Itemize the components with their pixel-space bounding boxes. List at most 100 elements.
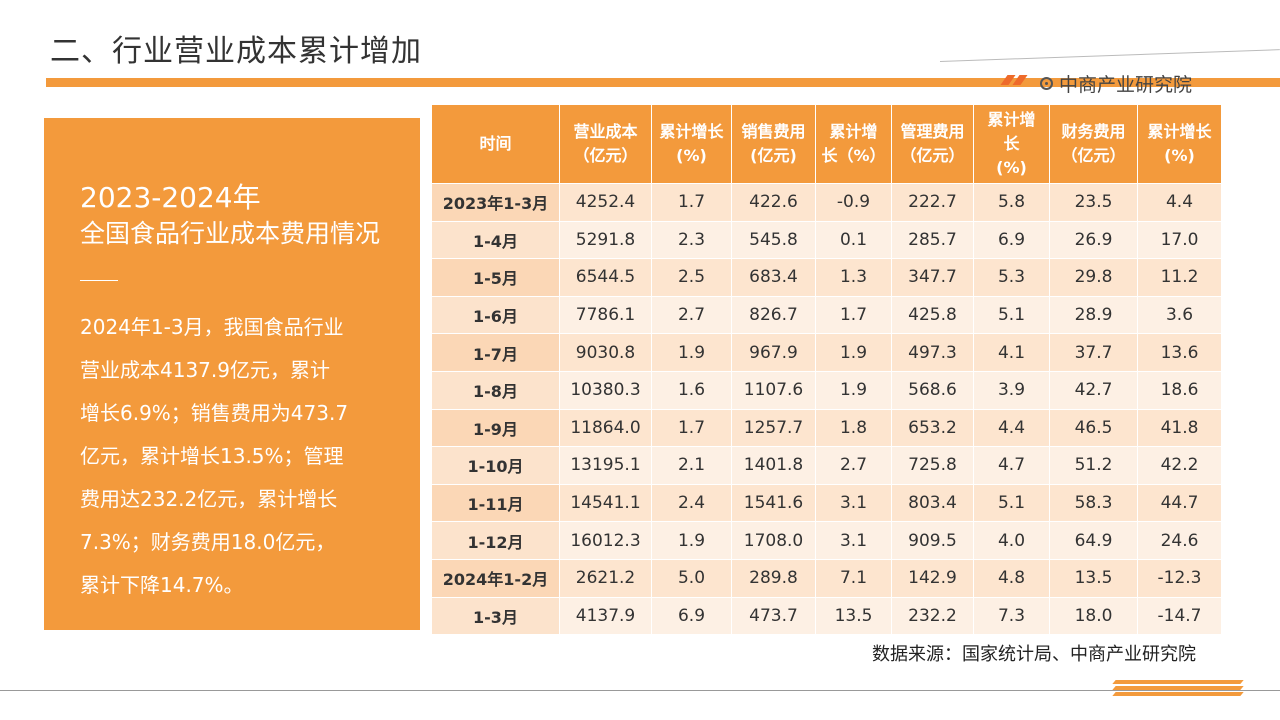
table-cell: -12.3 [1137, 558, 1222, 598]
column-header-line: 累计增 [987, 110, 1036, 129]
header-rule [46, 78, 1280, 87]
table-cell: 7.1 [815, 558, 892, 598]
table-cell: 285.7 [891, 220, 974, 260]
table-cell: -0.9 [815, 183, 892, 222]
table-cell: 497.3 [891, 333, 974, 372]
table-cell: 803.4 [891, 483, 974, 523]
brand-logo-icon [1040, 77, 1053, 90]
column-header-line: (%) [676, 146, 707, 165]
table-cell: 58.3 [1049, 483, 1138, 523]
data-source: 数据来源：国家统计局、中商产业研究院 [872, 644, 1196, 665]
table-cell: 17.0 [1137, 220, 1222, 260]
header-stripes [1000, 75, 1030, 85]
table-cell: 46.5 [1049, 408, 1138, 448]
table-cell: 9030.8 [559, 333, 652, 372]
table-cell: 425.8 [891, 295, 974, 335]
table-cell: 1.7 [815, 295, 892, 335]
panel-body-line: 7.3%；财务费用18.0亿元， [80, 530, 336, 554]
summary-panel: 2023-2024年 全国食品行业成本费用情况 2024年1-3月，我国食品行业… [44, 118, 420, 630]
table-row: 2023年1-3月 4252.4 1.7 422.6 -0.9 222.7 5.8 23.5 4… [431, 183, 1222, 222]
table-cell: 1.9 [651, 333, 732, 372]
row-period: 2024年1-2月 [431, 558, 560, 598]
table-cell: 23.5 [1049, 183, 1138, 222]
table-cell: 3.9 [973, 370, 1050, 410]
table-cell: 2.5 [651, 258, 732, 297]
row-period: 2023年1-3月 [431, 183, 560, 222]
table-cell: 6544.5 [559, 258, 652, 297]
table-cell: 4.4 [973, 408, 1050, 448]
table-cell: 2621.2 [559, 558, 652, 598]
table-body: 2023年1-3月 4252.4 1.7 422.6 -0.9 222.7 5.8 23.5 4… [431, 183, 1222, 636]
table-cell: 1.9 [815, 370, 892, 410]
table-row: 1-8月 10380.3 1.6 1107.6 1.9 568.6 3.9 42.7 18.6 [431, 370, 1222, 410]
table-cell: 2.1 [651, 446, 732, 485]
table-cell: 5.1 [973, 483, 1050, 523]
brand-name: 中商产业研究院 [1059, 74, 1193, 96]
column-header-line: 累计增长 [1147, 122, 1212, 141]
table-cell: 14541.1 [559, 483, 652, 523]
table-row: 1-12月 16012.3 1.9 1708.0 3.1 909.5 4.0 64.9 24.6 [431, 521, 1222, 560]
table-cell: -14.7 [1137, 596, 1222, 636]
table-cell: 4.1 [973, 333, 1050, 372]
table-cell: 1.8 [815, 408, 892, 448]
column-header-line: 管理费用 [900, 122, 965, 141]
table-cell: 42.7 [1049, 370, 1138, 410]
table-cell: 826.7 [731, 295, 816, 335]
row-period: 1-9月 [431, 408, 560, 448]
panel-body-line: 费用达232.2亿元，累计增长 [80, 487, 338, 511]
table-cell: 232.2 [891, 596, 974, 636]
table-cell: 2.3 [651, 220, 732, 260]
table-cell: 0.1 [815, 220, 892, 260]
table-cell: 422.6 [731, 183, 816, 222]
cost-table: 时间 营业成本 （亿元） 累计增长 (%) 销售费用 (亿元) 累计增 长（%） 管理费用 （亿元）… [431, 104, 1222, 636]
table-cell: 4252.4 [559, 183, 652, 222]
row-period: 1-8月 [431, 370, 560, 410]
row-period: 1-11月 [431, 483, 560, 523]
table-cell: 545.8 [731, 220, 816, 260]
table-cell: 4.0 [973, 521, 1050, 560]
table-cell: 26.9 [1049, 220, 1138, 260]
table-cell: 4.7 [973, 446, 1050, 485]
table-cell: 568.6 [891, 370, 974, 410]
table-cell: 18.0 [1049, 596, 1138, 636]
table-cell: 1401.8 [731, 446, 816, 485]
column-header-line: (%) [996, 158, 1027, 177]
cost-table-wrapper: 时间 营业成本 （亿元） 累计增长 (%) 销售费用 (亿元) 累计增 长（%） 管理费用 （亿元）… [431, 104, 1222, 636]
table-cell: 10380.3 [559, 370, 652, 410]
column-header: 财务费用 （亿元） [1049, 104, 1138, 184]
table-cell: 6.9 [973, 220, 1050, 260]
column-header-line: （亿元） [900, 146, 965, 165]
table-cell: 3.6 [1137, 295, 1222, 335]
table-cell: 28.9 [1049, 295, 1138, 335]
column-header-line: (亿元) [750, 146, 797, 165]
table-cell: 3.1 [815, 521, 892, 560]
panel-divider [80, 280, 118, 281]
column-header-line: （亿元） [1061, 146, 1126, 165]
panel-body-line: 累计下降14.7%。 [80, 573, 244, 597]
table-cell: 2.4 [651, 483, 732, 523]
table-cell: 13195.1 [559, 446, 652, 485]
column-header-line: 累计增 [829, 122, 878, 141]
table-row: 1-4月 5291.8 2.3 545.8 0.1 285.7 6.9 26.9 17.0 [431, 220, 1222, 260]
table-cell: 1708.0 [731, 521, 816, 560]
column-header-line: （亿元） [573, 146, 638, 165]
table-cell: 42.2 [1137, 446, 1222, 485]
panel-year: 2023-2024年 [80, 181, 261, 214]
column-header: 累计增长 (%) [973, 104, 1050, 184]
table-cell: 1.7 [651, 408, 732, 448]
table-cell: 289.8 [731, 558, 816, 598]
table-cell: 222.7 [891, 183, 974, 222]
footer-stripes [1112, 680, 1244, 698]
row-period: 1-12月 [431, 521, 560, 560]
table-cell: 24.6 [1137, 521, 1222, 560]
table-row: 1-5月 6544.5 2.5 683.4 1.3 347.7 5.3 29.8 11.2 [431, 258, 1222, 297]
table-row: 1-7月 9030.8 1.9 967.9 1.9 497.3 4.1 37.7 13.6 [431, 333, 1222, 372]
table-cell: 13.5 [1049, 558, 1138, 598]
table-cell: 18.6 [1137, 370, 1222, 410]
table-cell: 5.8 [973, 183, 1050, 222]
table-row: 1-9月 11864.0 1.7 1257.7 1.8 653.2 4.4 46.5 41.8 [431, 408, 1222, 448]
table-cell: 683.4 [731, 258, 816, 297]
table-cell: 967.9 [731, 333, 816, 372]
row-period: 1-3月 [431, 596, 560, 636]
table-cell: 11.2 [1137, 258, 1222, 297]
